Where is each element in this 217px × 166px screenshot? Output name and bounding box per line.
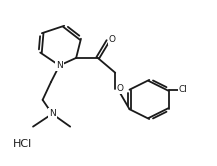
Text: N: N	[49, 109, 56, 118]
Text: O: O	[109, 35, 116, 44]
Text: O: O	[117, 84, 124, 93]
Text: N: N	[56, 61, 63, 70]
Text: Cl: Cl	[179, 85, 188, 94]
Text: HCl: HCl	[13, 139, 32, 149]
